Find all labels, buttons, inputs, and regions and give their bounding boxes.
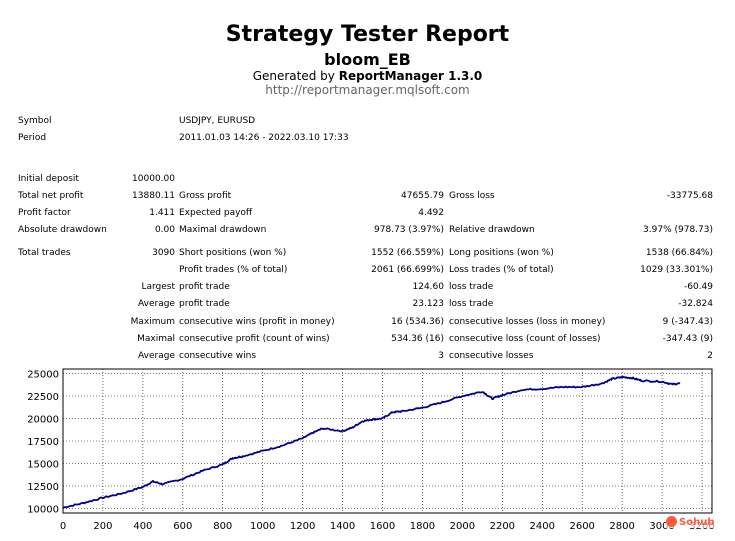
largest-profit-label: profit trade	[179, 282, 230, 292]
long-positions-value: 1538 (66.84%)	[645, 248, 713, 258]
period-value: 2011.01.03 14:26 - 2022.03.10 17:33	[179, 133, 349, 143]
average-profit-label: profit trade	[179, 299, 230, 309]
maximal-drawdown-value: 978.73 (3.97%)	[374, 225, 444, 235]
profit-trades-value: 2061 (66.699%)	[371, 265, 444, 275]
avg-cons-losses-value: 2	[707, 351, 713, 361]
maximal-cons-loss-label: consecutive loss (count of losses)	[449, 334, 601, 344]
expected-payoff-value: 4.492	[418, 208, 444, 218]
total-net-profit-value: 13880.11	[132, 191, 175, 201]
watermark: Sohub	[666, 516, 715, 528]
average-loss-value: -32.824	[678, 299, 713, 309]
maximal-drawdown-label: Maximal drawdown	[179, 225, 267, 235]
x-tick-label: 2800	[609, 521, 634, 532]
report-url[interactable]: http://reportmanager.mqlsoft.com	[265, 83, 470, 97]
y-tick-label: 22500	[27, 392, 59, 403]
sohub-logo-icon	[666, 516, 677, 527]
avg-cons-wins-value: 3	[438, 351, 444, 361]
y-tick-label: 17500	[27, 437, 59, 448]
maximal-cons-profit-label: consecutive profit (count of wins)	[179, 334, 330, 344]
gross-loss-label: Gross loss	[449, 191, 495, 201]
maximum-label: Maximum	[130, 317, 175, 327]
y-tick-label: 12500	[27, 482, 59, 493]
x-tick-label: 2000	[450, 521, 475, 532]
x-tick-label: 200	[93, 521, 112, 532]
symbol-value: USDJPY, EURUSD	[179, 116, 256, 126]
equity-line	[62, 375, 681, 509]
symbol-label: Symbol	[18, 116, 52, 126]
x-tick-label: 1000	[250, 521, 275, 532]
total-net-profit-label: Total net profit	[18, 191, 84, 201]
report-subtitle: bloom_EB	[324, 50, 411, 69]
maximal-label: Maximal	[137, 334, 175, 344]
max-cons-losses-label: consecutive losses (loss in money)	[449, 317, 606, 327]
maximal-cons-profit-value: 534.36 (16)	[391, 334, 444, 344]
initial-deposit-label: Initial deposit	[18, 174, 79, 184]
x-tick-label: 2600	[569, 521, 594, 532]
x-tick-label: 1600	[370, 521, 395, 532]
x-tick-label: 3000	[649, 521, 674, 532]
largest-loss-label: loss trade	[449, 282, 494, 292]
loss-trades-value: 1029 (33.301%)	[640, 265, 713, 275]
max-cons-wins-value: 16 (534.36)	[391, 317, 444, 327]
absolute-drawdown-label: Absolute drawdown	[18, 225, 107, 235]
long-positions-label: Long positions (won %)	[449, 248, 554, 258]
profit-trades-label: Profit trades (% of total)	[179, 265, 288, 275]
total-trades-label: Total trades	[18, 248, 71, 258]
average-profit-value: 23.123	[412, 299, 445, 309]
loss-trades-label: Loss trades (% of total)	[449, 265, 554, 275]
avg-cons-losses-label: consecutive losses	[449, 351, 534, 361]
average-loss-label: loss trade	[449, 299, 494, 309]
period-label: Period	[18, 133, 47, 143]
generated-tool: ReportManager 1.3.0	[338, 69, 483, 83]
max-cons-wins-label: consecutive wins (profit in money)	[179, 317, 335, 327]
largest-profit-value: 124.60	[412, 282, 445, 292]
average-label: Average	[138, 299, 175, 309]
short-positions-value: 1552 (66.559%)	[371, 248, 444, 258]
gross-loss-value: -33775.68	[666, 191, 713, 201]
relative-drawdown-value: 3.97% (978.73)	[643, 225, 713, 235]
generated-prefix: Generated by	[252, 69, 335, 83]
watermark-text: Sohub	[679, 517, 715, 528]
absolute-drawdown-value: 0.00	[154, 225, 175, 235]
largest-label: Largest	[141, 282, 175, 292]
expected-payoff-label: Expected payoff	[179, 208, 253, 218]
profit-factor-value: 1.411	[149, 208, 175, 218]
x-tick-label: 2400	[530, 521, 555, 532]
largest-loss-value: -60.49	[683, 282, 713, 292]
gross-profit-label: Gross profit	[179, 191, 232, 201]
average2-label: Average	[138, 351, 175, 361]
profit-factor-label: Profit factor	[18, 208, 71, 218]
x-tick-label: 400	[133, 521, 152, 532]
x-tick-label: 1800	[410, 521, 435, 532]
initial-deposit-value: 10000.00	[132, 174, 175, 184]
avg-cons-wins-label: consecutive wins	[179, 351, 257, 361]
report-title: Strategy Tester Report	[225, 22, 510, 47]
max-cons-losses-value: 9 (-347.43)	[662, 317, 713, 327]
relative-drawdown-label: Relative drawdown	[449, 225, 535, 235]
gross-profit-value: 47655.79	[401, 191, 444, 201]
x-tick-label: 1200	[290, 521, 315, 532]
x-tick-label: 600	[173, 521, 192, 532]
x-tick-label: 1400	[330, 521, 355, 532]
y-tick-label: 10000	[27, 505, 59, 516]
total-trades-value: 3090	[152, 248, 175, 258]
y-tick-label: 15000	[27, 460, 59, 471]
short-positions-label: Short positions (won %)	[179, 248, 287, 258]
y-tick-label: 20000	[27, 415, 59, 426]
maximal-cons-loss-value: -347.43 (9)	[662, 334, 713, 344]
generated-by: Generated by ReportManager 1.3.0	[0, 69, 735, 83]
y-tick-label: 25000	[27, 370, 59, 381]
x-tick-label: 800	[213, 521, 232, 532]
x-tick-label: 2200	[490, 521, 515, 532]
x-tick-label: 0	[60, 521, 66, 532]
